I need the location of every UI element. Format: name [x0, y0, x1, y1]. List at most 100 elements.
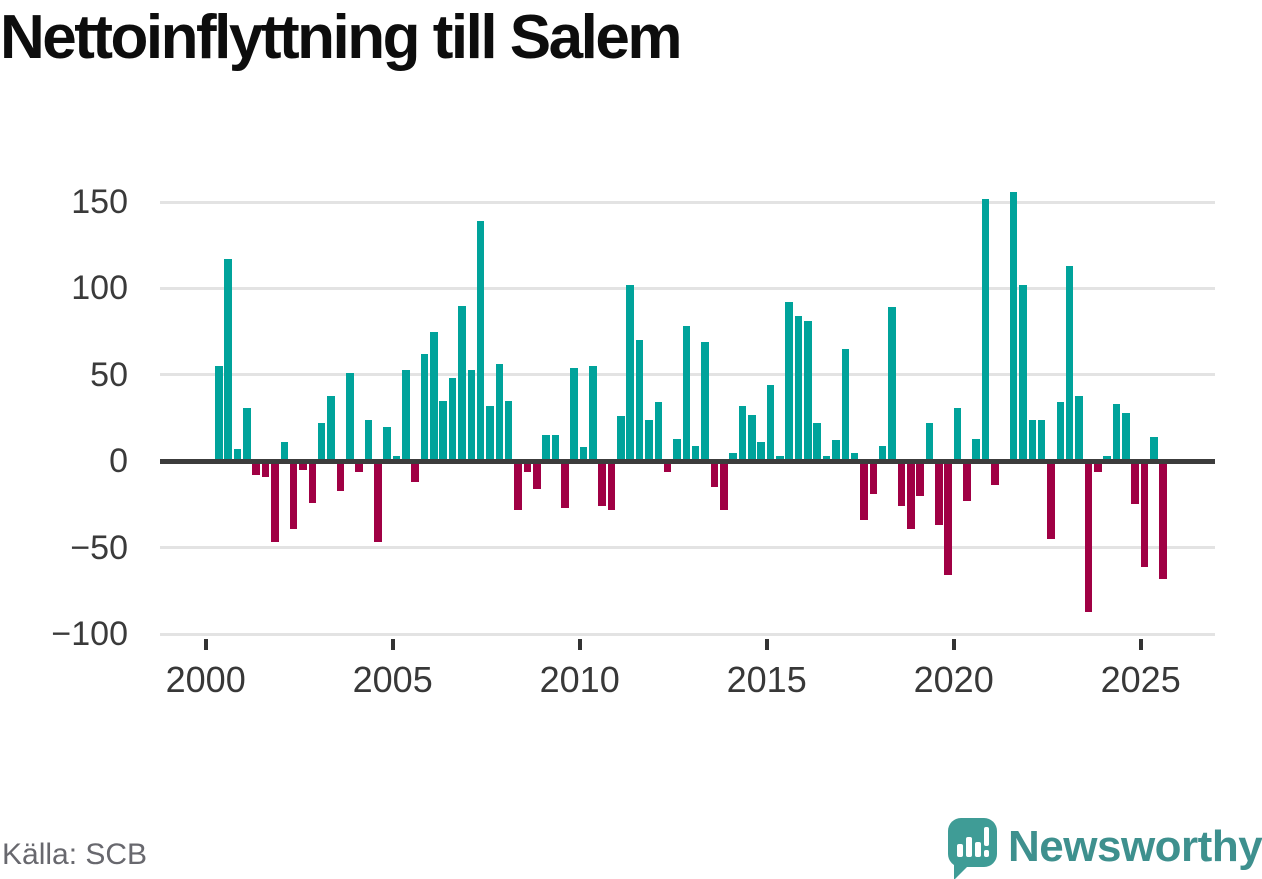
grid-line	[160, 632, 1215, 636]
bar-2008Q2	[514, 461, 522, 510]
logo-bar-icon	[966, 837, 972, 857]
grid-line	[160, 286, 1215, 290]
bar-2025Q2	[1150, 437, 1158, 462]
bar-2023Q2	[1075, 395, 1083, 462]
bar-2014Q2	[738, 405, 747, 462]
source-label: Källa: SCB	[2, 838, 148, 871]
bar-2024Q4	[1131, 461, 1139, 505]
bar-2016Q1	[804, 321, 812, 462]
bar-2002Q4	[308, 461, 317, 503]
bar-2012Q4	[682, 326, 691, 462]
logo-bar-icon	[957, 844, 963, 857]
bar-2010Q3	[598, 461, 606, 507]
bar-2003Q1	[317, 423, 326, 462]
logo-exclamation-dot-icon	[984, 850, 989, 857]
logo-exclamation-icon	[984, 827, 989, 846]
bar-2007Q3	[486, 405, 494, 462]
bar-2006Q1	[430, 331, 438, 462]
bar-2008Q4	[532, 461, 541, 489]
bar-2021Q4	[1019, 284, 1027, 462]
bar-2004Q3	[374, 461, 382, 543]
grid-line	[160, 200, 1215, 204]
bar-2005Q3	[411, 461, 419, 482]
bar-2023Q1	[1065, 265, 1074, 462]
bar-2010Q2	[589, 366, 597, 462]
bar-2003Q4	[345, 373, 354, 462]
bar-2017Q3	[860, 461, 868, 520]
bar-2006Q4	[458, 305, 466, 462]
bar-2017Q2	[850, 452, 859, 462]
bar-2007Q4	[495, 364, 504, 462]
bar-2005Q4	[420, 354, 429, 462]
bar-2017Q1	[841, 348, 850, 462]
logo-speech-bubble-tail	[954, 865, 969, 879]
bar-2012Q2	[663, 461, 672, 472]
bar-2016Q2	[813, 423, 822, 462]
bar-2002Q3	[299, 461, 307, 470]
x-tick-mark	[577, 639, 582, 650]
bar-2010Q1	[579, 447, 588, 462]
bar-2014Q1	[729, 452, 737, 462]
bar-2000Q4	[233, 449, 242, 462]
bar-2006Q2	[439, 400, 448, 462]
bar-2023Q3	[1084, 461, 1093, 612]
bar-2013Q1	[691, 445, 700, 462]
bar-2008Q3	[523, 461, 532, 472]
bar-2020Q3	[972, 438, 980, 462]
bar-2013Q2	[701, 341, 709, 462]
bar-2011Q1	[617, 416, 625, 462]
x-tick-mark	[1138, 639, 1143, 650]
bar-2014Q4	[757, 442, 765, 462]
x-tick-label: 2005	[352, 659, 433, 700]
newsworthy-logo-icon	[948, 818, 998, 879]
bar-2013Q3	[710, 461, 719, 488]
zero-line	[160, 458, 1215, 464]
bar-2009Q2	[551, 435, 560, 462]
bar-2015Q1	[766, 385, 775, 462]
bar-2001Q1	[243, 407, 251, 462]
x-tick-mark	[764, 639, 769, 650]
bar-2011Q4	[645, 419, 653, 462]
bar-2016Q3	[822, 456, 831, 462]
x-tick-label: 2015	[726, 659, 807, 700]
bar-2019Q4	[944, 461, 952, 576]
bar-2024Q2	[1112, 404, 1121, 462]
bar-2013Q4	[719, 461, 728, 510]
bar-2001Q3	[261, 461, 270, 477]
bar-2008Q1	[504, 400, 513, 462]
bar-2011Q2	[626, 284, 635, 462]
y-tick-label: −50	[70, 528, 128, 567]
bar-2018Q3	[897, 461, 906, 507]
bar-2005Q2	[402, 369, 410, 462]
bar-2015Q3	[785, 302, 793, 462]
bar-2000Q3	[224, 259, 232, 462]
bar-2003Q3	[336, 461, 345, 491]
bar-2018Q2	[888, 307, 896, 462]
bar-2006Q3	[448, 378, 457, 462]
bar-2011Q3	[635, 340, 644, 462]
bar-2004Q2	[364, 419, 373, 462]
bar-2023Q4	[1093, 461, 1102, 472]
y-tick-label: 150	[71, 183, 128, 221]
bar-2003Q2	[327, 395, 335, 462]
bar-2000Q2	[215, 366, 223, 462]
x-tick-label: 2025	[1100, 659, 1181, 700]
bar-2021Q3	[1009, 191, 1018, 462]
bar-2019Q1	[916, 461, 924, 496]
bar-2019Q3	[935, 461, 943, 526]
x-tick-mark	[390, 639, 395, 650]
y-tick-label: 100	[71, 269, 128, 308]
bar-2020Q2	[963, 461, 971, 501]
bar-2002Q2	[289, 461, 298, 529]
y-tick-label: 0	[109, 442, 128, 481]
brand-wordmark: Newsworthy	[1008, 822, 1262, 871]
x-tick-mark	[951, 639, 956, 650]
bar-2012Q1	[654, 402, 663, 462]
bar-2025Q1	[1140, 461, 1149, 567]
bar-2001Q4	[271, 461, 279, 543]
bar-2024Q3	[1122, 412, 1130, 462]
bar-2004Q1	[355, 461, 363, 472]
bar-2017Q4	[869, 461, 878, 495]
bar-2022Q1	[1028, 419, 1037, 462]
